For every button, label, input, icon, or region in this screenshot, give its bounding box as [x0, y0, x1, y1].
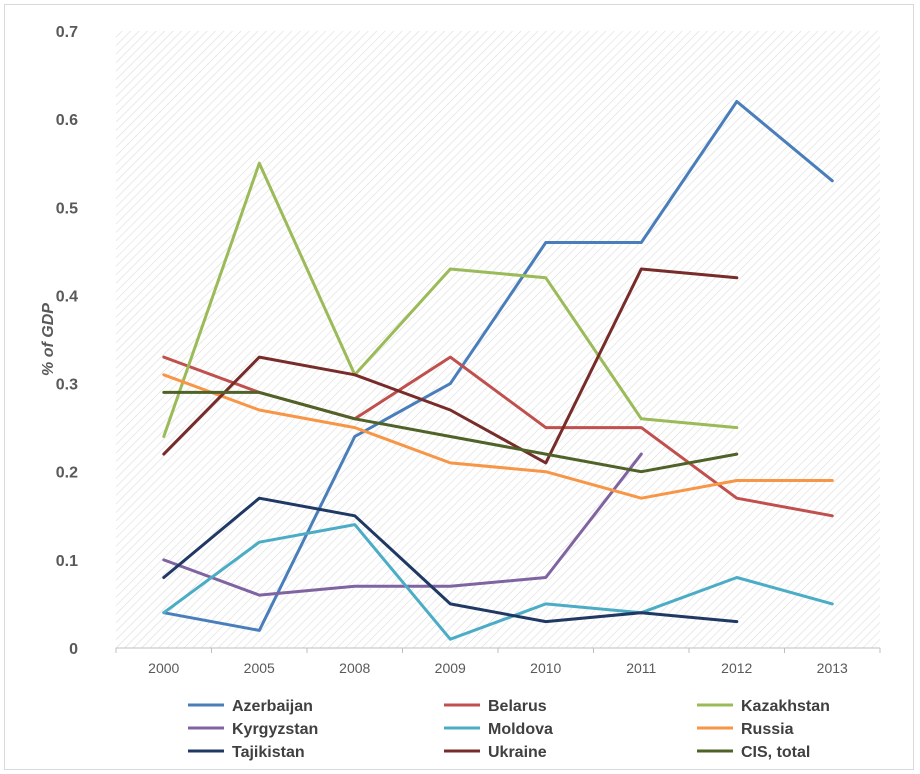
- legend-label-cis-total: CIS, total: [741, 744, 810, 761]
- series-line-kazakhstan: [162, 161, 739, 438]
- y-tick-label: 0.3: [56, 377, 78, 394]
- x-axis-ticks: 2000 2005 2008 2009 2010 2011 2012 2013: [115, 648, 881, 676]
- x-tick-label: 2011: [626, 660, 656, 676]
- y-tick-label: 0.5: [56, 200, 78, 217]
- legend-label-ukraine: Ukraine: [488, 744, 547, 761]
- y-tick-label: 0.2: [56, 465, 78, 482]
- legend-label-kazakhstan: Kazakhstan: [741, 698, 830, 715]
- y-axis-label: % of GDP: [40, 303, 57, 376]
- y-tick-label: 0.1: [56, 553, 78, 570]
- y-tick-label: 0.6: [56, 112, 78, 129]
- legend-label-russia: Russia: [741, 721, 794, 738]
- legend-label-moldova: Moldova: [488, 721, 553, 738]
- legend: Azerbaijan Belarus Kazakhstan Kyrgyzstan Mol…: [188, 698, 830, 761]
- plot-area: [116, 31, 880, 648]
- legend-label-tajikistan: Tajikistan: [232, 744, 305, 761]
- series-line-azerbaijan: [162, 100, 834, 632]
- series-lines: [162, 100, 834, 641]
- x-tick-label: 2009: [435, 660, 466, 676]
- y-tick-label: 0: [69, 641, 78, 658]
- x-tick-label: 2010: [530, 660, 561, 676]
- series-line-moldova: [162, 523, 834, 641]
- x-tick-label: 2013: [817, 660, 848, 676]
- x-tick-label: 2012: [721, 660, 752, 676]
- legend-label-kyrgyzstan: Kyrgyzstan: [232, 721, 318, 738]
- series-line-ukraine: [162, 267, 739, 465]
- y-axis-ticks: 0 0.1 0.2 0.3 0.4 0.5 0.6 0.7: [56, 24, 78, 658]
- x-tick-label: 2000: [148, 660, 179, 676]
- x-tick-label: 2005: [244, 660, 275, 676]
- x-tick-label: 2008: [339, 660, 370, 676]
- series-line-russia: [162, 373, 834, 500]
- series-line-cis-total: [162, 390, 739, 474]
- legend-label-belarus: Belarus: [488, 698, 547, 715]
- series-line-kyrgyzstan: [162, 452, 643, 597]
- y-tick-label: 0.4: [56, 288, 78, 305]
- legend-label-azerbaijan: Azerbaijan: [232, 698, 313, 715]
- series-line-tajikistan: [162, 496, 739, 624]
- y-tick-label: 0.7: [56, 24, 78, 41]
